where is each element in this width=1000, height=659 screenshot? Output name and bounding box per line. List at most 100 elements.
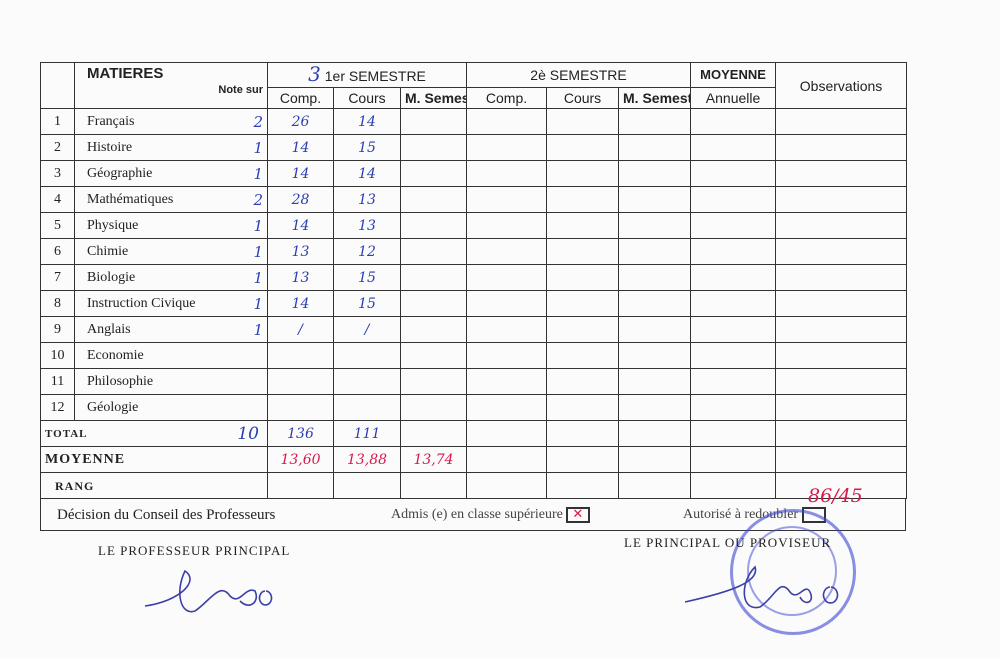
moyenne-header: MOYENNE [690,62,777,88]
comp2-cell [466,368,548,395]
comp1-value: 14 [267,134,334,161]
msem1-cell [399,238,468,265]
cours2-header: Cours [546,87,620,109]
cours2-cell [546,212,620,239]
annuelle-cell [690,290,777,317]
subject-label: Anglais [87,321,131,337]
admis-checkbox[interactable] [566,505,591,523]
annuelle-cell [690,186,777,213]
cours1-value: 15 [333,290,401,317]
msem1-cell [399,368,468,395]
subject-name: Géologie [74,394,268,421]
observations-cell [775,342,908,369]
msem2-cell [618,290,692,317]
stamp-reference: 86/45 [808,485,863,507]
subject-row: 1 Français 2 26 14 [40,108,908,135]
cours1-value [333,394,401,421]
total-label: TOTAL [45,427,88,440]
observations-cell [775,368,908,395]
observations-cell [775,394,908,421]
decision-label: Décision du Conseil des Professeurs [57,507,276,523]
report-card: MATIERES Note sur 3 1er SEMESTRE 2è SEME… [0,0,906,631]
coefficient: 1 [253,294,263,313]
subject-label: Philosophie [87,373,154,389]
msem2-cell [618,238,692,265]
subject-name: Economie [74,342,268,369]
annuelle-cell [690,264,777,291]
moyenne-comp: 13,60 [267,446,334,473]
msem2-cell [618,394,692,421]
subject-label: Biologie [87,269,136,285]
row-number: 8 [40,290,75,317]
msem2-cell [618,186,692,213]
coefficient: 1 [253,138,263,157]
row-number: 4 [40,186,75,213]
subject-name: Instruction Civique 1 [74,290,268,317]
subject-row: 8 Instruction Civique 1 14 15 [40,290,908,317]
subject-row: 9 Anglais 1// [40,316,908,343]
subject-row: 6 Chimie 1 13 12 [40,238,908,265]
cours1-header: Cours [333,87,401,109]
coefficient: 1 [253,268,263,287]
observations-cell [775,160,908,187]
annuelle-cell [690,394,777,421]
msem1-cell [399,134,468,161]
rang-label: RANG [40,472,268,499]
row-number: 1 [40,108,75,135]
school-stamp [730,509,856,635]
total-coef: 10 [237,423,259,444]
row-number: 2 [40,134,75,161]
comp2-cell [466,394,548,421]
msem1-cell [399,108,468,135]
cours1-value: 15 [333,134,401,161]
cours1-value: 12 [333,238,401,265]
decision-row: Décision du Conseil des Professeurs Admi… [40,499,906,531]
cours2-cell [546,264,620,291]
comp2-cell [466,290,548,317]
cours1-value: 13 [333,186,401,213]
coefficient: 1 [253,320,263,339]
semester1-label: 1er SEMESTRE [324,68,426,84]
subject-label: Chimie [87,243,129,259]
annuelle-cell [690,134,777,161]
observations-cell [775,264,908,291]
subject-name: Anglais 1 [74,316,268,343]
observations-cell [775,238,908,265]
msem2-cell [618,264,692,291]
semester1-handwritten-number: 3 [308,62,321,86]
moyenne-label: MOYENNE [40,446,268,473]
annuelle-header: Annuelle [690,87,777,109]
comp1-value: 26 [267,108,334,135]
msem1-cell [399,290,468,317]
msem2-cell [618,134,692,161]
subject-name: Philosophie [74,368,268,395]
observations-header: Observations [775,62,908,109]
cours1-value: 15 [333,264,401,291]
comp1-value [267,342,334,369]
comp1-value: 14 [267,160,334,187]
subject-row: 10 Economie [40,342,908,369]
cours1-value: 13 [333,212,401,239]
msem2-cell [618,160,692,187]
professeur-signature [144,569,273,613]
msem2-cell [618,108,692,135]
professeur-principal-title: LE PROFESSEUR PRINCIPAL [98,543,291,558]
cours1-value: 14 [333,108,401,135]
msem1-cell [399,186,468,213]
msem2-header: M. Semestrielle [618,87,692,109]
annuelle-cell [690,342,777,369]
comp2-cell [466,212,548,239]
comp1-value: 14 [267,290,334,317]
cours2-cell [546,394,620,421]
coefficient: 2 [253,112,263,131]
row-number: 3 [40,160,75,187]
subject-name: Français 2 [74,108,268,135]
total-cours: 111 [333,420,401,447]
comp1-value: 13 [267,238,334,265]
comp2-cell [466,264,548,291]
comp1-value [267,368,334,395]
annuelle-cell [690,238,777,265]
comp2-cell [466,342,548,369]
subjects-header: MATIERES Note sur [74,62,268,109]
row-number: 11 [40,368,75,395]
